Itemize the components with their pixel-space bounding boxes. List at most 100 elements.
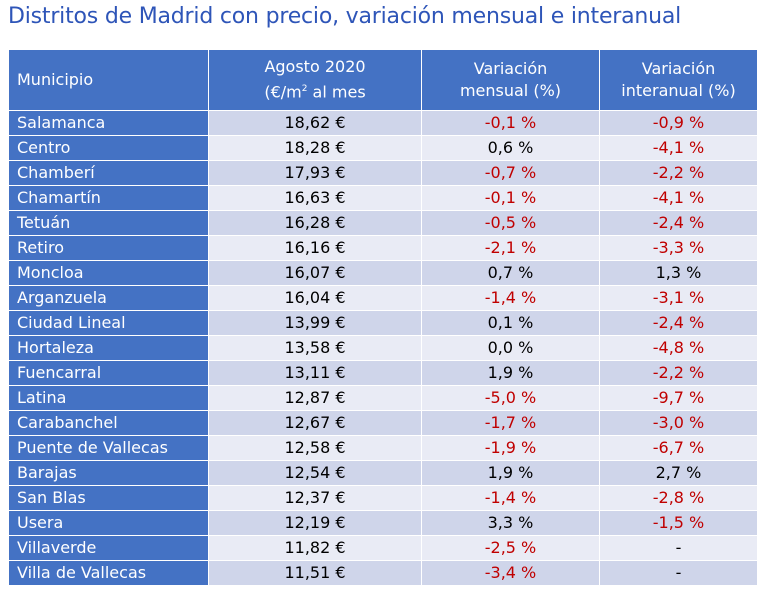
cell-municipio: Salamanca xyxy=(8,110,209,136)
cell-variacion-mensual: -1,9 % xyxy=(421,435,600,461)
cell-municipio: Villaverde xyxy=(8,535,209,561)
cell-variacion-mensual: -1,7 % xyxy=(421,410,600,436)
cell-municipio: Villa de Vallecas xyxy=(8,560,209,586)
header-precio: Agosto 2020 (€/m2 al mes xyxy=(208,49,422,111)
cell-municipio: Fuencarral xyxy=(8,360,209,386)
cell-variacion-mensual: -0,1 % xyxy=(421,110,600,136)
header-precio-unit: (€/m xyxy=(264,82,302,102)
cell-variacion-interanual: -2,2 % xyxy=(599,360,758,386)
cell-precio: 13,99 € xyxy=(208,310,422,336)
cell-municipio: Chamartín xyxy=(8,185,209,211)
table-row: Chamberí 17,93 € -0,7 % -2,2 % xyxy=(8,160,758,186)
table-row: Barajas 12,54 €1,9 % 2,7 % xyxy=(8,460,758,486)
table-row: Ciudad Lineal 13,99 €0,1 % -2,4 % xyxy=(8,310,758,336)
table-row: Retiro 16,16 € -2,1 % -3,3 % xyxy=(8,235,758,261)
cell-variacion-mensual: -1,4 % xyxy=(421,285,600,311)
cell-precio: 12,19 € xyxy=(208,510,422,536)
cell-precio: 16,07 € xyxy=(208,260,422,286)
cell-municipio: Hortaleza xyxy=(8,335,209,361)
table-header-row: Municipio Agosto 2020 (€/m2 al mes Varia… xyxy=(8,49,758,111)
cell-variacion-mensual: -0,5 % xyxy=(421,210,600,236)
cell-variacion-interanual: -3,1 % xyxy=(599,285,758,311)
cell-variacion-mensual: -0,1 % xyxy=(421,185,600,211)
cell-variacion-mensual: 0,7 % xyxy=(421,260,600,286)
cell-variacion-mensual: 0,1 % xyxy=(421,310,600,336)
cell-precio: 11,82 € xyxy=(208,535,422,561)
cell-precio: 13,11 € xyxy=(208,360,422,386)
cell-municipio: Barajas xyxy=(8,460,209,486)
header-municipio: Municipio xyxy=(8,49,209,111)
header-variacion-interanual: Variación interanual (%) xyxy=(599,49,758,111)
table-row: Carabanchel 12,67 € -1,7 % -3,0 % xyxy=(8,410,758,436)
cell-precio: 12,58 € xyxy=(208,435,422,461)
cell-variacion-interanual: -4,1 % xyxy=(599,135,758,161)
cell-variacion-interanual: -2,4 % xyxy=(599,310,758,336)
cell-variacion-mensual: -3,4 % xyxy=(421,560,600,586)
cell-municipio: Moncloa xyxy=(8,260,209,286)
cell-municipio: San Blas xyxy=(8,485,209,511)
cell-variacion-mensual: -2,1 % xyxy=(421,235,600,261)
cell-variacion-interanual: 2,7 % xyxy=(599,460,758,486)
cell-precio: 12,37 € xyxy=(208,485,422,511)
cell-precio: 16,28 € xyxy=(208,210,422,236)
cell-municipio: Centro xyxy=(8,135,209,161)
table-body: Salamanca 18,62 € -0,1 % -0,9 % Centro 18,28 … xyxy=(8,110,758,586)
cell-municipio: Retiro xyxy=(8,235,209,261)
table-row: Moncloa 16,07 €0,7 % 1,3 % xyxy=(8,260,758,286)
cell-variacion-interanual: -6,7 % xyxy=(599,435,758,461)
table-row: Villaverde 11,82 € -2,5 % - xyxy=(8,535,758,561)
cell-municipio: Arganzuela xyxy=(8,285,209,311)
cell-variacion-mensual: -0,7 % xyxy=(421,160,600,186)
header-precio-period: al mes xyxy=(307,82,366,102)
table-row: Arganzuela 16,04 € -1,4 % -3,1 % xyxy=(8,285,758,311)
cell-municipio: Carabanchel xyxy=(8,410,209,436)
cell-variacion-interanual: -1,5 % xyxy=(599,510,758,536)
cell-variacion-interanual: -4,1 % xyxy=(599,185,758,211)
table-row: Tetuán 16,28 € -0,5 % -2,4 % xyxy=(8,210,758,236)
table-row: Usera 12,19 €3,3 % -1,5 % xyxy=(8,510,758,536)
cell-variacion-interanual: -3,0 % xyxy=(599,410,758,436)
cell-precio: 17,93 € xyxy=(208,160,422,186)
cell-precio: 13,58 € xyxy=(208,335,422,361)
districts-table: Municipio Agosto 2020 (€/m2 al mes Varia… xyxy=(8,49,758,586)
cell-variacion-mensual: -5,0 % xyxy=(421,385,600,411)
cell-municipio: Usera xyxy=(8,510,209,536)
cell-precio: 12,67 € xyxy=(208,410,422,436)
cell-precio: 12,54 € xyxy=(208,460,422,486)
table-row: Chamartín 16,63 € -0,1 % -4,1 % xyxy=(8,185,758,211)
page-title: Distritos de Madrid con precio, variació… xyxy=(8,4,682,29)
header-variacion-mensual: Variación mensual (%) xyxy=(421,49,600,111)
table-row: San Blas 12,37 € -1,4 % -2,8 % xyxy=(8,485,758,511)
cell-municipio: Latina xyxy=(8,385,209,411)
header-precio-superscript: 2 xyxy=(301,84,308,95)
cell-precio: 16,04 € xyxy=(208,285,422,311)
cell-variacion-mensual: 1,9 % xyxy=(421,460,600,486)
table-row: Salamanca 18,62 € -0,1 % -0,9 % xyxy=(8,110,758,136)
cell-precio: 16,16 € xyxy=(208,235,422,261)
cell-municipio: Ciudad Lineal xyxy=(8,310,209,336)
cell-municipio: Puente de Vallecas xyxy=(8,435,209,461)
table-row: Latina 12,87 € -5,0 % -9,7 % xyxy=(8,385,758,411)
cell-variacion-interanual: -0,9 % xyxy=(599,110,758,136)
table-row: Centro 18,28 €0,6 % -4,1 % xyxy=(8,135,758,161)
header-precio-line2: (€/m2 al mes xyxy=(209,78,421,103)
table-row: Hortaleza 13,58 €0,0 % -4,8 % xyxy=(8,335,758,361)
cell-variacion-mensual: 1,9 % xyxy=(421,360,600,386)
cell-variacion-interanual: -4,8 % xyxy=(599,335,758,361)
cell-variacion-interanual: -2,4 % xyxy=(599,210,758,236)
cell-variacion-interanual: - xyxy=(599,535,758,561)
cell-precio: 18,28 € xyxy=(208,135,422,161)
cell-precio: 12,87 € xyxy=(208,385,422,411)
cell-variacion-interanual: 1,3 % xyxy=(599,260,758,286)
header-mensual-line2: mensual (%) xyxy=(459,81,562,100)
header-interanual-line1: Variación xyxy=(641,59,716,78)
header-mensual-line1: Variación xyxy=(473,59,548,78)
cell-variacion-interanual: -2,2 % xyxy=(599,160,758,186)
cell-variacion-mensual: -2,5 % xyxy=(421,535,600,561)
header-precio-line1: Agosto 2020 xyxy=(264,57,366,77)
cell-precio: 18,62 € xyxy=(208,110,422,136)
cell-variacion-interanual: -3,3 % xyxy=(599,235,758,261)
table-row: Fuencarral 13,11 €1,9 % -2,2 % xyxy=(8,360,758,386)
cell-municipio: Chamberí xyxy=(8,160,209,186)
cell-variacion-interanual: - xyxy=(599,560,758,586)
